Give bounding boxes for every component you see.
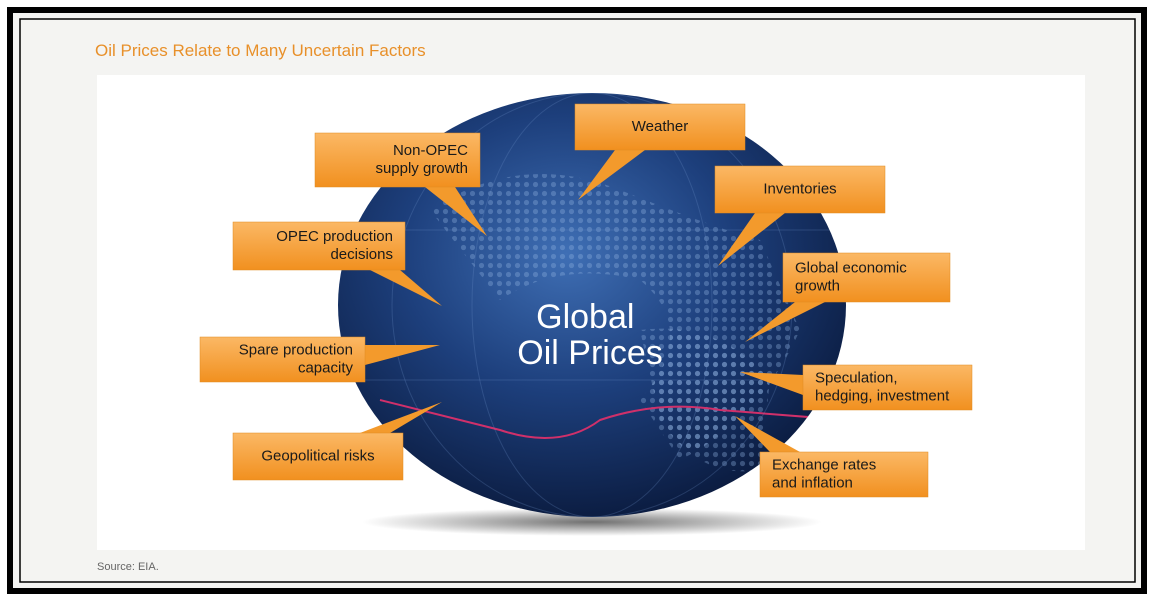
callout-box	[232, 221, 406, 271]
inner-frame	[19, 18, 1136, 583]
callout-pointer	[370, 270, 442, 306]
callout-label: Weather	[632, 118, 688, 135]
callout-label: Exchange rates	[772, 456, 876, 473]
center-line: Global	[536, 298, 634, 336]
callout-pointer	[365, 345, 440, 365]
globe-shadow	[362, 508, 822, 536]
title: Oil Prices Relate to Many Uncertain Fact…	[95, 41, 426, 60]
callout-box	[714, 165, 886, 214]
callout-pointer	[735, 416, 800, 452]
center-label: Global Oil Prices	[517, 298, 662, 372]
callout: Weather	[574, 103, 746, 200]
callout-pointer	[718, 213, 785, 266]
callout-label: Geopolitical risks	[261, 447, 374, 464]
callout-box	[782, 252, 951, 303]
callout-label: capacity	[298, 359, 354, 376]
callout-pointer	[578, 150, 645, 200]
callout-label: growth	[795, 277, 840, 294]
callout-pointer	[740, 372, 803, 395]
callout: Geopolitical risks	[232, 402, 442, 481]
callout-label: hedging, investment	[815, 387, 950, 404]
callout-label: Inventories	[763, 180, 836, 197]
callout-pointer	[360, 402, 442, 433]
callout-label: and inflation	[772, 474, 853, 491]
callout-box	[802, 364, 973, 411]
callout-label: Global economic	[795, 259, 907, 276]
callout: Speculation,hedging, investment	[740, 364, 973, 411]
callout-box	[759, 451, 929, 498]
globe-texture	[338, 93, 846, 517]
callout-box	[199, 336, 366, 383]
callout-box	[574, 103, 746, 151]
source: Source: EIA.	[97, 561, 159, 573]
callout-box	[232, 432, 404, 481]
callout-label: supply growth	[375, 160, 468, 177]
center-line: Oil Prices	[517, 334, 662, 372]
callout-label: OPEC production	[276, 228, 393, 245]
callout-box	[314, 132, 481, 188]
callout-pointer	[745, 302, 825, 342]
callout-label: decisions	[330, 246, 393, 263]
callout: Inventories	[714, 165, 886, 266]
callout-label: Non-OPEC	[393, 142, 468, 159]
callout-pointer	[425, 187, 487, 236]
callout-label: Speculation,	[815, 369, 898, 386]
callout-label: Spare production	[239, 341, 353, 358]
